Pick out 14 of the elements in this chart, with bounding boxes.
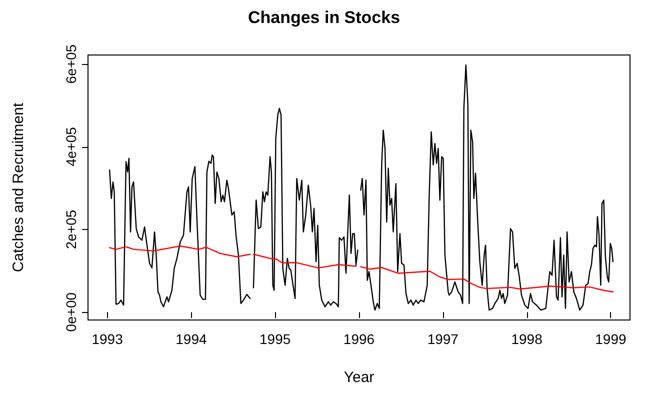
x-tick-label: 1999 [595,331,626,347]
y-tick-label: 0e+00 [63,292,79,332]
y-tick-label: 4e+05 [63,126,79,166]
x-axis-title: Year [344,369,374,386]
x-tick-label: 1996 [343,331,375,347]
x-tick-label: 1995 [260,331,291,347]
chart-title: Changes in Stocks [248,8,400,27]
x-tick-label: 1997 [427,331,459,347]
y-axis-title: Catches and Recruitment [10,102,27,272]
x-tick-label: 1998 [511,331,543,347]
y-tick-label: 6e+05 [63,44,79,84]
x-tick-label: 1994 [176,331,207,347]
y-tick-label: 2e+05 [63,210,79,250]
x-tick-label: 1993 [92,331,124,347]
